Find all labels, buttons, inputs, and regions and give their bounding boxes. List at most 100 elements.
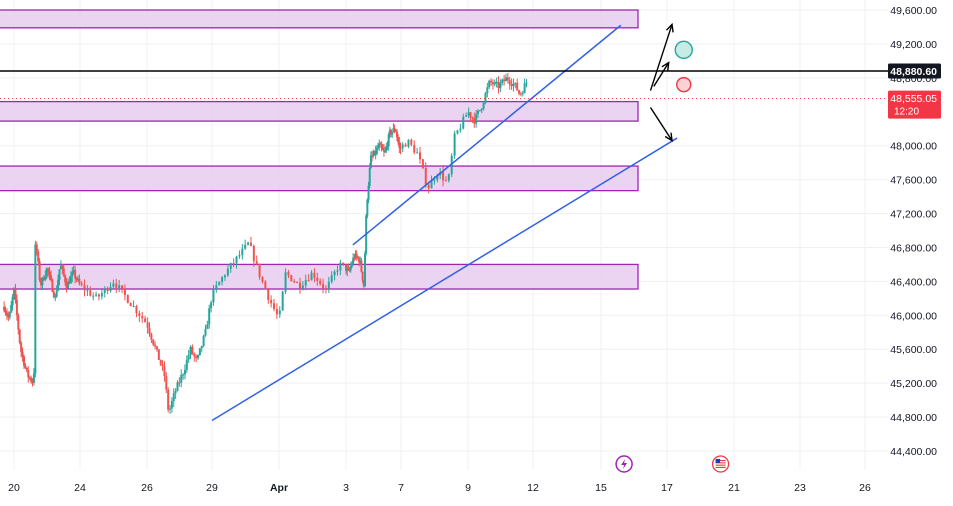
candle-body [32, 373, 35, 383]
candle-body [8, 312, 11, 318]
time-axis[interactable]: 20 24 26 29 Apr 3 7 9 12 15 17 21 23 26 [8, 455, 871, 494]
candle-body [48, 272, 51, 275]
supply-demand-zones[interactable] [0, 9, 639, 290]
zone-rectangle-4[interactable] [0, 263, 639, 290]
candle-body [258, 263, 261, 277]
candle-body [336, 270, 339, 272]
candle-body [154, 344, 157, 347]
candle-body [75, 278, 78, 280]
candle-body [174, 390, 177, 394]
candle-body [416, 152, 419, 154]
candle-body [17, 315, 20, 330]
time-tick-label: 29 [206, 482, 218, 494]
projection-arrow-3[interactable] [649, 107, 673, 141]
candle-body [281, 291, 284, 311]
candle-body [212, 288, 215, 303]
candle-body [11, 296, 14, 306]
candle-body [200, 345, 203, 349]
candle-body [182, 374, 185, 376]
candle-body [327, 281, 330, 289]
zone-rectangle-1[interactable] [0, 9, 639, 29]
candle-body [486, 87, 489, 94]
candle-body [161, 364, 164, 367]
us-flag-event-icon[interactable] [711, 455, 730, 473]
candle-body [361, 271, 364, 281]
candle-body [419, 152, 422, 160]
candle-body [44, 276, 47, 280]
candle-body [324, 288, 327, 290]
projection-arrow-2[interactable] [653, 62, 670, 87]
candle-body [178, 382, 181, 384]
candle-body [34, 244, 37, 374]
arrowhead-icon [661, 61, 670, 71]
candle-body [345, 264, 348, 272]
drawings[interactable] [0, 22, 888, 422]
flag-stripe [715, 464, 726, 466]
candle-body [478, 110, 481, 112]
candle-body [86, 290, 89, 292]
projection-arrow-1[interactable] [649, 24, 673, 91]
candle-body [404, 144, 407, 147]
zone-rectangle-3[interactable] [0, 165, 639, 192]
candle-body [304, 280, 307, 286]
candle-body [132, 305, 135, 307]
candle-body [296, 282, 299, 284]
stop-circle-icon[interactable] [676, 76, 692, 93]
target-circle-icon[interactable] [674, 40, 693, 60]
candle-body [284, 272, 287, 292]
candle-body [49, 274, 52, 280]
candle-body [495, 81, 498, 83]
candle-body [506, 77, 509, 81]
candle-body [123, 288, 126, 296]
candle-body [410, 139, 413, 145]
candle-body [238, 255, 241, 257]
countdown-label: 12:20 [894, 107, 919, 118]
horizontal-level-label: 48,880.60 [890, 66, 937, 78]
price-tick-label: 44,800.00 [890, 412, 937, 424]
candle-body [30, 377, 33, 382]
time-tick-label: 17 [661, 482, 673, 494]
zone-rectangle-2[interactable] [0, 100, 639, 122]
candle-body [363, 253, 366, 287]
candle-body [189, 346, 192, 356]
candle-body [62, 268, 65, 276]
candle-body [69, 276, 72, 284]
flag-stripe [715, 460, 726, 462]
candle-body [508, 80, 511, 85]
candle-body [92, 295, 95, 297]
price-tick-label: 45,600.00 [890, 344, 937, 356]
channel-lower-line[interactable] [211, 137, 678, 422]
candle-body [176, 382, 179, 391]
candle-body [183, 369, 186, 375]
candle-body [355, 253, 358, 258]
candle-body [58, 269, 61, 280]
candle-body [109, 286, 112, 291]
price-axis[interactable]: 49,600.0049,200.0048,800.0048,000.0047,6… [888, 5, 941, 458]
candle-body [322, 284, 325, 289]
last-price-label: 48,555.05 [890, 93, 937, 105]
candle-body [202, 335, 205, 346]
channel-upper-line[interactable] [352, 24, 622, 246]
time-tick-label: 26 [859, 482, 871, 494]
grid-lines [0, 0, 888, 470]
candle-body [399, 147, 402, 149]
candle-body [191, 346, 194, 354]
candle-body [501, 79, 504, 83]
candle-body [453, 133, 456, 156]
trade-markers[interactable] [674, 40, 693, 93]
candle-body [353, 257, 356, 259]
flag-stripe [715, 462, 726, 464]
candle-body [333, 271, 336, 276]
candle-body [27, 370, 30, 378]
candle-body [499, 82, 502, 89]
time-tick-label: 26 [141, 482, 153, 494]
candle-body [381, 147, 384, 151]
candle-body [385, 146, 388, 151]
arrowhead-icon [665, 22, 674, 33]
candle-body [247, 242, 250, 245]
candle-body [64, 275, 67, 283]
candle-body [115, 283, 118, 289]
candle-body [241, 248, 244, 256]
